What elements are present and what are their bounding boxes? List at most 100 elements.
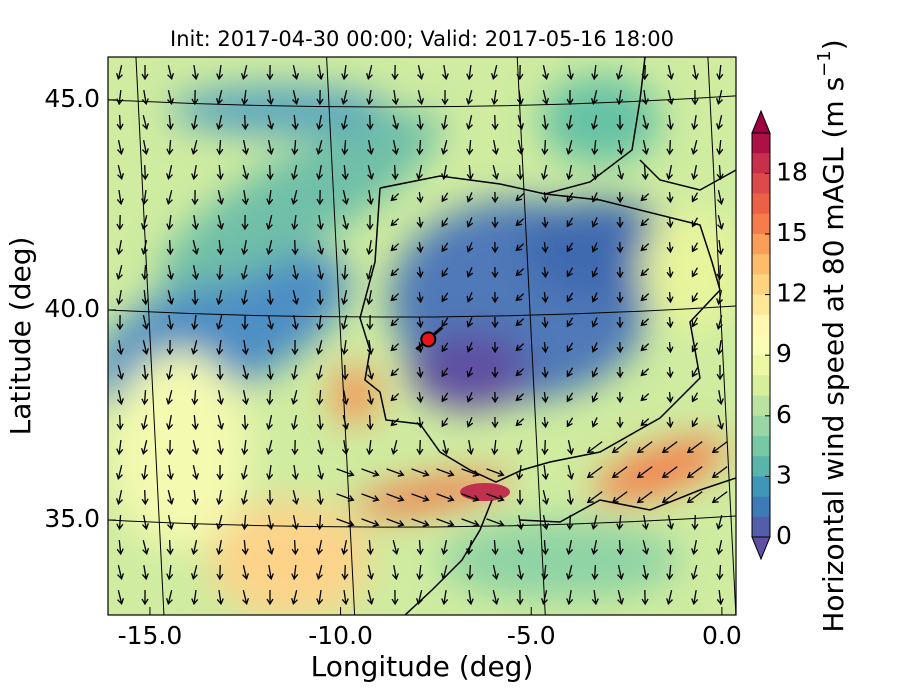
wind-arrow <box>591 540 599 556</box>
wind-arrow <box>241 114 249 131</box>
wind-arrow <box>716 139 724 156</box>
wind-arrow <box>591 292 599 303</box>
wind-arrow <box>591 417 599 428</box>
wind-arrow <box>441 89 449 106</box>
wind-arrow <box>166 464 174 481</box>
wind-arrow <box>316 289 324 306</box>
wind-arrow <box>315 340 323 356</box>
wind-arrow <box>341 164 349 181</box>
wind-arrow <box>166 114 174 131</box>
wind-arrow <box>217 415 225 431</box>
wind-arrow <box>416 564 424 581</box>
wind-arrow <box>466 342 474 353</box>
wind-arrow <box>691 114 699 131</box>
wind-arrow <box>291 214 299 231</box>
colorbar-level <box>752 153 770 174</box>
colorbar-tick-label: 0 <box>776 521 792 550</box>
colorbar-tick-label: 3 <box>776 460 792 489</box>
wind-arrow <box>616 416 624 429</box>
wind-arrow <box>691 192 699 203</box>
wind-arrow <box>341 364 349 381</box>
wind-arrow <box>141 189 149 206</box>
wind-arrow <box>316 389 324 406</box>
wind-arrow <box>317 440 324 456</box>
wind-arrow <box>116 539 124 556</box>
wind-arrow <box>316 189 324 206</box>
colorbar-tick-label: 9 <box>776 339 792 368</box>
wind-arrow <box>316 214 324 231</box>
wind-arrow <box>291 364 299 381</box>
wind-arrow <box>616 191 624 204</box>
colorbar-tick-label: 15 <box>776 218 808 247</box>
wind-arrow <box>416 291 424 304</box>
wind-arrow <box>642 140 649 156</box>
colorbar-level <box>752 375 770 397</box>
wind-arrow <box>716 115 723 131</box>
wind-arrow <box>590 515 598 531</box>
wind-arrow <box>666 341 674 354</box>
wind-arrow <box>461 468 480 477</box>
wind-arrow <box>586 441 603 454</box>
wind-arrow <box>366 239 374 256</box>
wind-arrow <box>691 217 699 228</box>
site-marker <box>420 331 437 348</box>
wind-arrow <box>266 415 273 431</box>
wind-arrow <box>490 65 498 81</box>
wind-arrow <box>316 365 323 381</box>
wind-arrow <box>716 364 724 381</box>
wind-arrow <box>386 518 405 527</box>
wind-field <box>108 57 736 615</box>
colorbar-level <box>752 193 770 215</box>
wind-arrow <box>165 590 173 606</box>
wind-arrow <box>216 264 224 281</box>
wind-arrow <box>116 189 124 206</box>
wind-arrow <box>316 89 324 106</box>
wind-arrow <box>167 90 174 106</box>
wind-arrow <box>716 164 724 181</box>
wind-arrow <box>266 64 274 81</box>
y-tick-label: 40.0 <box>44 294 100 323</box>
wind-arrow <box>166 214 174 231</box>
wind-arrow <box>491 241 499 254</box>
wind-arrow <box>240 465 248 481</box>
y-axis-label: Latitude (deg) <box>4 237 37 436</box>
wind-arrow <box>566 242 574 253</box>
wind-arrow <box>491 140 499 156</box>
wind-arrow <box>291 139 299 156</box>
wind-arrow <box>390 393 400 402</box>
wind-arrow <box>117 140 124 156</box>
colorbar-level <box>752 395 770 417</box>
wind-arrow <box>367 590 375 606</box>
wind-arrow <box>341 115 348 131</box>
wind-arrow <box>567 465 575 481</box>
wind-arrow <box>616 140 624 156</box>
wind-arrow <box>416 266 424 279</box>
wind-arrow <box>217 190 225 206</box>
wind-arrow <box>191 115 199 131</box>
wind-arrow <box>591 367 599 378</box>
wind-arrow <box>266 164 274 181</box>
wind-arrow <box>716 589 724 606</box>
wind-arrow <box>416 191 424 204</box>
wind-arrow <box>367 165 375 181</box>
wind-arrow <box>241 89 249 106</box>
wind-arrow <box>416 316 424 329</box>
wind-arrow <box>641 589 649 606</box>
wind-arrow <box>617 165 625 181</box>
wind-arrow <box>316 540 323 556</box>
parallel <box>108 515 736 528</box>
wind-arrow <box>411 493 430 502</box>
colorbar-label-text: Horizontal wind speed at 80 mAGL (m s <box>817 77 850 633</box>
wind-arrow <box>441 342 449 353</box>
wind-arrow <box>390 293 400 302</box>
wind-arrow <box>466 115 473 131</box>
wind-arrow <box>691 242 699 253</box>
wind-arrow <box>717 215 725 231</box>
colorbar-extend-bottom <box>751 536 771 561</box>
wind-arrow <box>341 339 349 356</box>
wind-arrow <box>341 540 349 556</box>
wind-arrow <box>266 189 274 206</box>
wind-arrow <box>416 439 424 456</box>
wind-arrow <box>466 242 474 253</box>
wind-arrow <box>116 289 124 306</box>
